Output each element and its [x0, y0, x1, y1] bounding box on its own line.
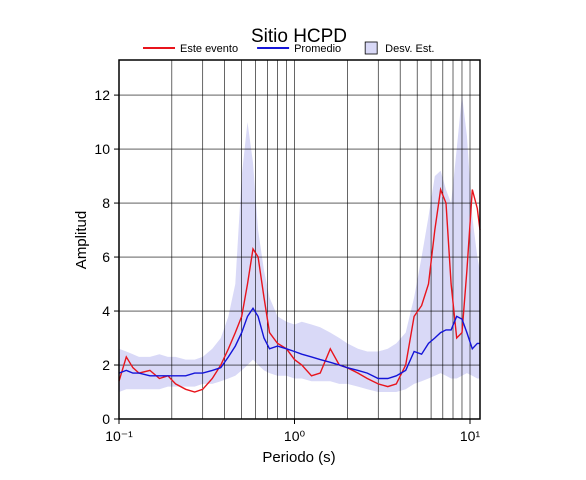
legend-label: Desv. Est. [385, 43, 434, 55]
plot-frame [118, 59, 481, 420]
y-tick-label: 2 [102, 357, 110, 373]
legend-label: Este evento [180, 43, 238, 55]
y-tick-label: 0 [102, 411, 110, 427]
std-band [119, 95, 480, 392]
x-tick-label: 10⁻¹ [105, 428, 133, 444]
y-tick-label: 8 [102, 195, 110, 211]
legend-swatch [364, 41, 378, 55]
x-tick-label: 10¹ [460, 428, 481, 444]
y-tick-label: 6 [102, 249, 110, 265]
x-tick-label: 10⁰ [284, 428, 306, 444]
y-tick-label: 12 [94, 87, 110, 103]
series-line [118, 186, 481, 393]
chart-title: Sitio HCPD [251, 26, 347, 47]
y-tick-label: 4 [102, 303, 110, 319]
y-axis-label: Amplitud [73, 211, 90, 269]
x-axis-label: Periodo (s) [262, 449, 335, 466]
y-tick-label: 10 [94, 141, 110, 157]
series-line [118, 307, 480, 380]
legend-label: Promedio [294, 43, 341, 55]
